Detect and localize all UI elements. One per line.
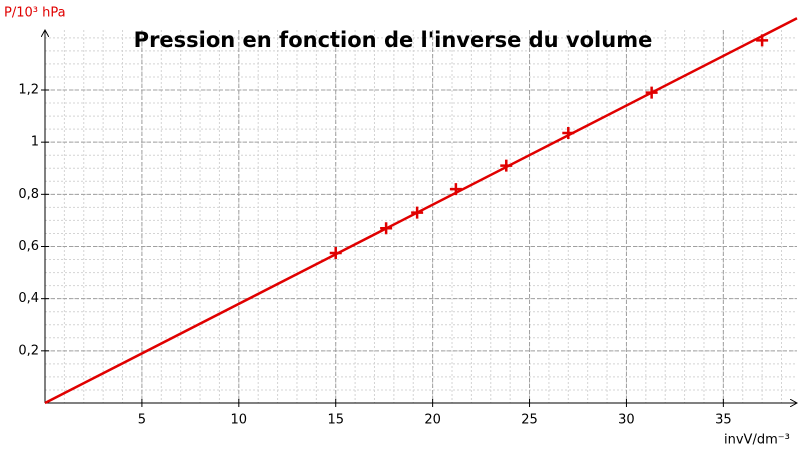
- x-axis-label: invV/dm⁻³: [724, 433, 790, 448]
- y-axis-label: P/10³ hPa: [4, 6, 66, 21]
- x-tick-label: 30: [618, 413, 635, 428]
- fit-line: [44, 17, 798, 405]
- y-tick-label: 0,2: [18, 343, 39, 358]
- x-tick-label: 5: [138, 413, 146, 428]
- grid: [45, 30, 797, 403]
- y-tick-label: 0,8: [18, 187, 39, 202]
- x-tick-label: 15: [327, 413, 344, 428]
- x-tick-label: 25: [521, 413, 538, 428]
- x-tick-label: 35: [715, 413, 732, 428]
- y-tick-label: 0,4: [18, 291, 39, 306]
- chart-title: Pression en fonction de l'inverse du vol…: [134, 28, 653, 52]
- x-tick-label: 20: [424, 413, 441, 428]
- y-tick-label: 1: [31, 135, 39, 150]
- x-tick-label: 10: [231, 413, 248, 428]
- y-tick-label: 0,6: [18, 239, 39, 254]
- y-tick-label: 1,2: [18, 82, 39, 97]
